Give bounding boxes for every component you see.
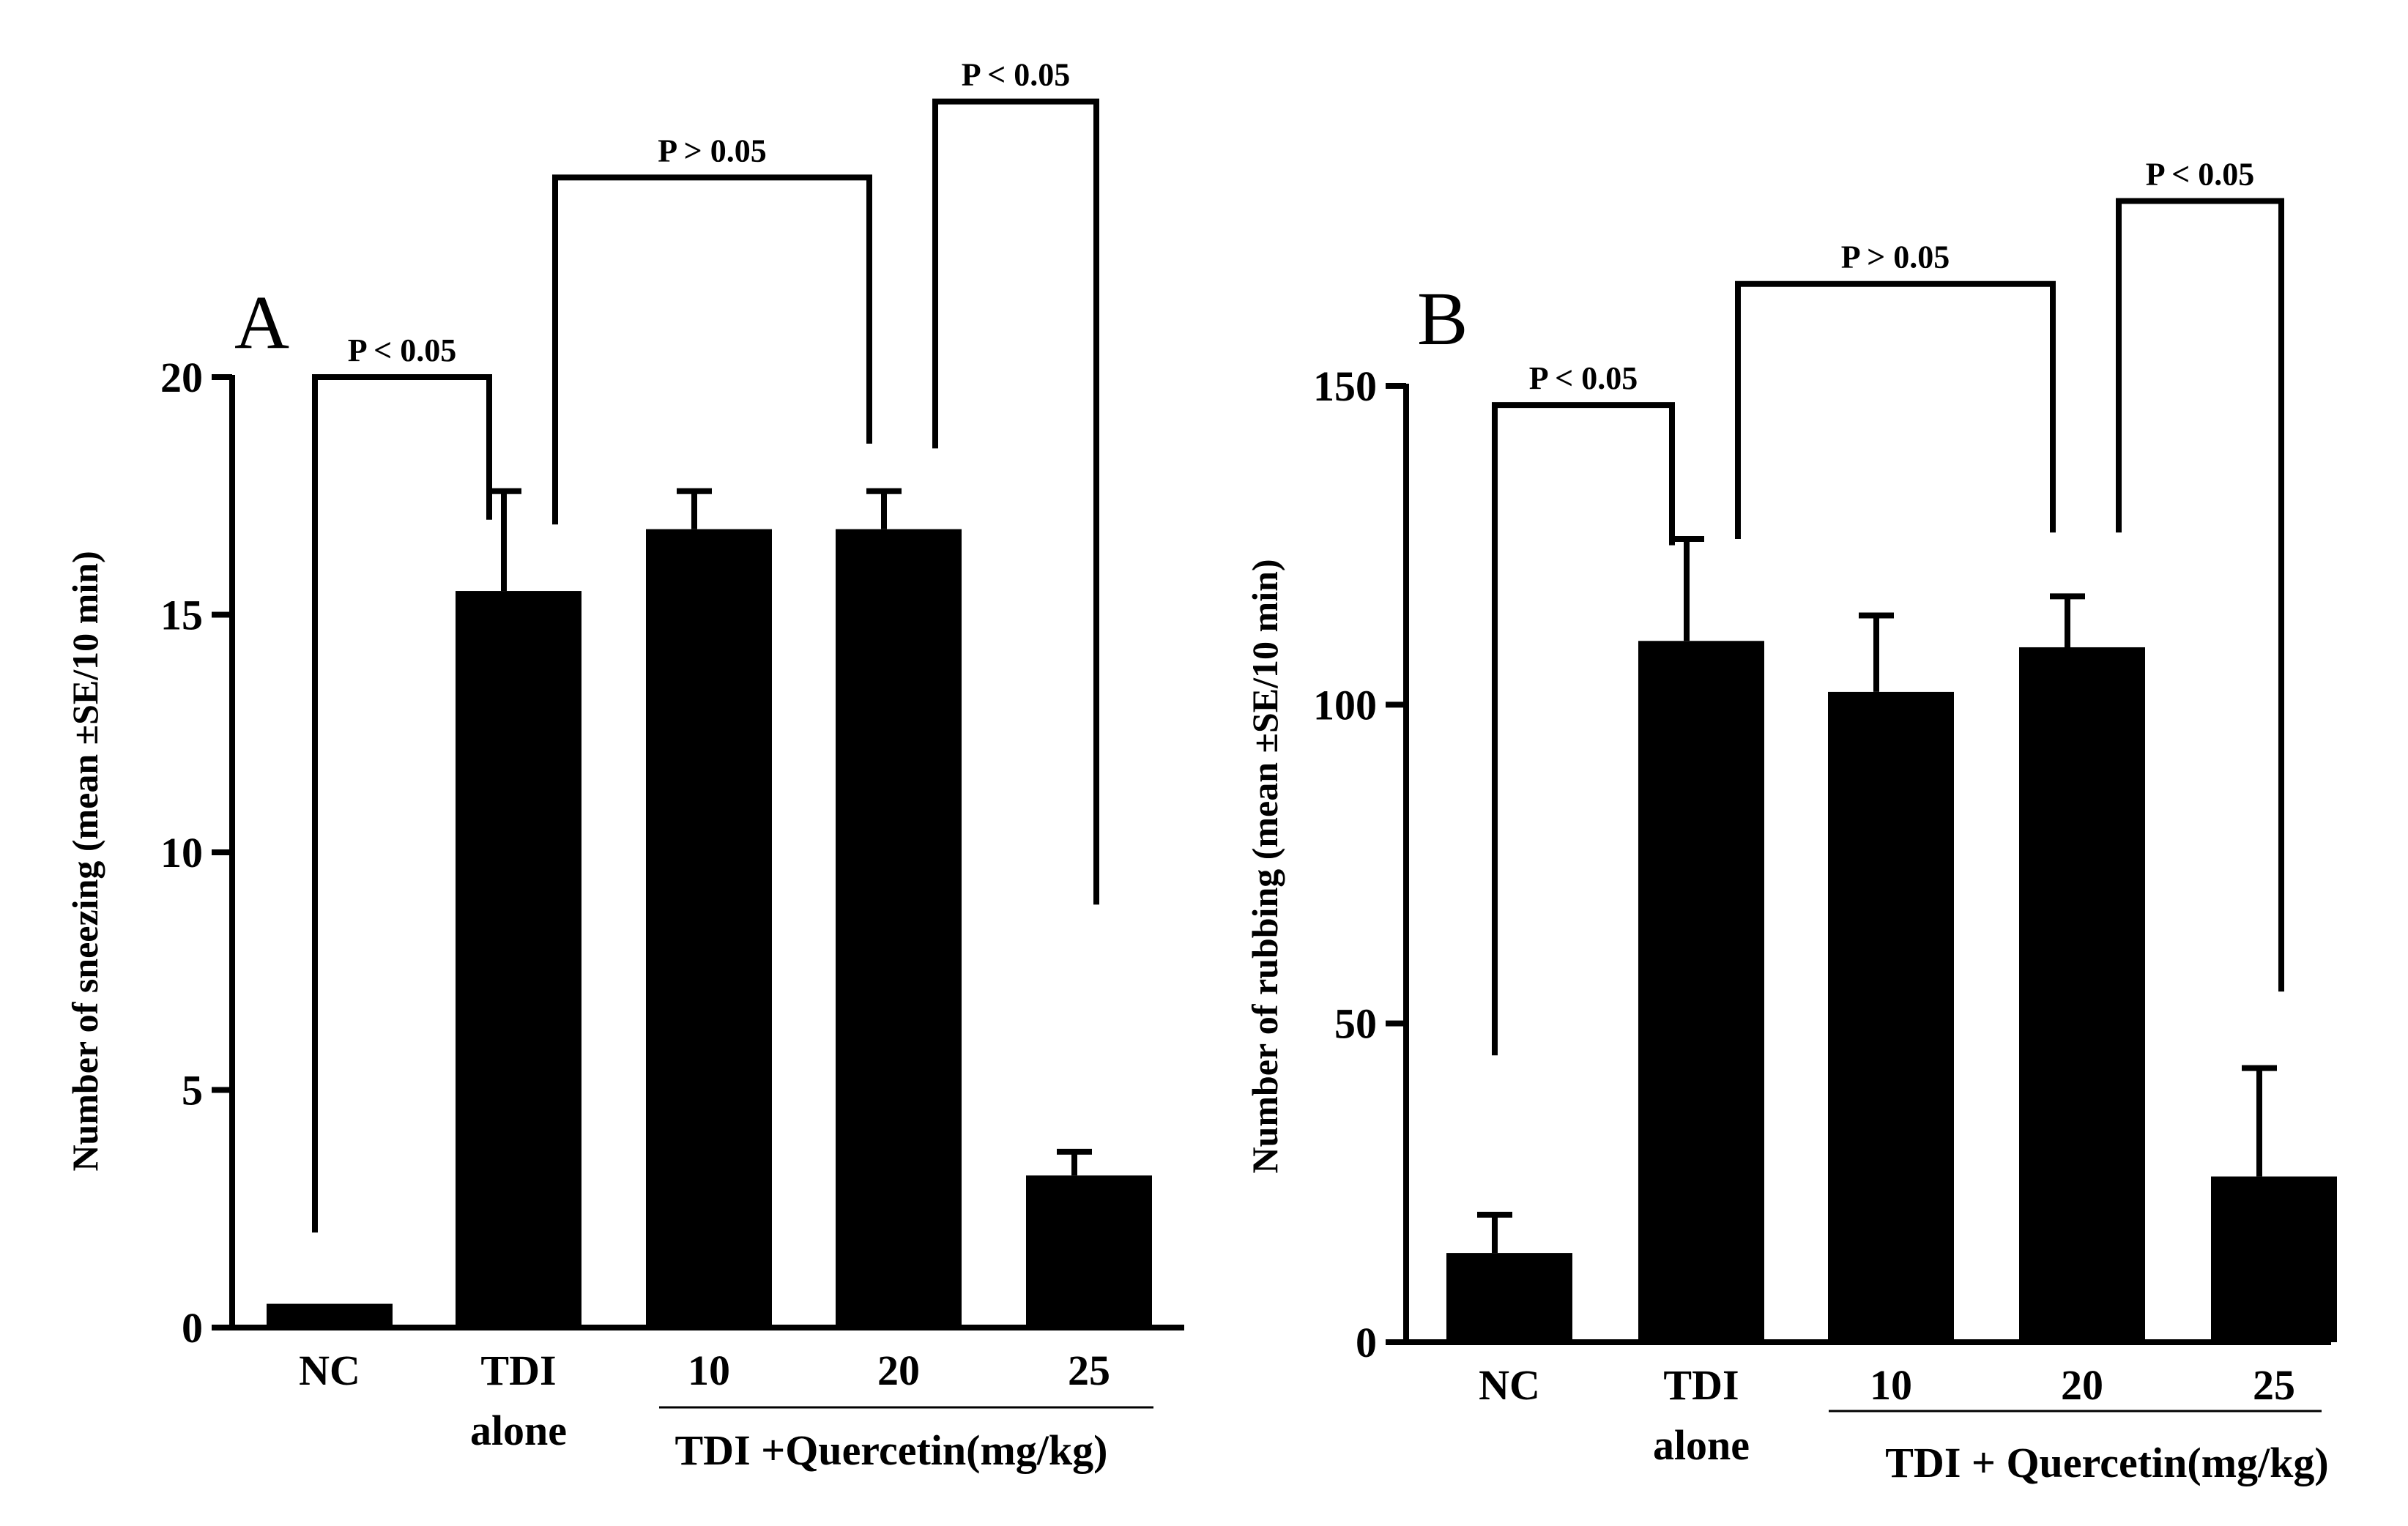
significance-bracket — [1492, 402, 1675, 1056]
y-tick-label: 150 — [1313, 362, 1377, 410]
significance-label: P < 0.05 — [1529, 360, 1638, 396]
y-tick-label: 10 — [160, 829, 203, 876]
x-tick-label: 20 — [877, 1347, 920, 1394]
significance-bracket — [932, 98, 1099, 905]
x-tick-label: 10 — [688, 1347, 730, 1394]
significance-label: P < 0.05 — [348, 332, 457, 368]
bar — [267, 1303, 393, 1328]
bar — [2211, 1176, 2337, 1342]
x-axis-label: TDI +Quercetin(mg/kg) — [675, 1426, 1108, 1474]
significance-bracket — [1735, 280, 2056, 539]
y-tick-label: 50 — [1334, 1000, 1377, 1048]
y-tick-label: 100 — [1313, 681, 1377, 729]
x-tick-label: TDI alone — [1653, 1361, 1750, 1469]
x-tick-label: TDI alone — [470, 1347, 567, 1454]
bar — [456, 591, 581, 1328]
panel-a: A 0 5 10 15 20 Number of sneezing (mean ±SE/10… — [64, 57, 1184, 1474]
y-axis-label: Number of rubbing (mean ±SE/10 min) — [1244, 559, 1285, 1173]
significance-label: P < 0.05 — [962, 57, 1071, 93]
bar — [646, 529, 772, 1328]
bar — [1828, 691, 1954, 1342]
x-tick-label: 25 — [1068, 1347, 1110, 1394]
x-tick-label: 25 — [2253, 1361, 2295, 1409]
y-tick-label: 15 — [160, 592, 203, 639]
significance-bracket — [2116, 198, 2284, 992]
significance-label: P < 0.05 — [2146, 157, 2255, 193]
significance-label: P > 0.05 — [658, 133, 767, 168]
panel-letter: A — [234, 280, 289, 365]
panel-letter: B — [1417, 277, 1468, 361]
significance-label: P > 0.05 — [1841, 239, 1950, 275]
x-tick-label: NC — [299, 1347, 360, 1394]
significance-bracket — [312, 374, 492, 1233]
x-axis-label: TDI + Quercetin(mg/kg) — [1885, 1439, 2329, 1486]
significance-bracket — [552, 174, 872, 525]
y-tick-label: 0 — [182, 1304, 203, 1352]
y-tick-label: 0 — [1356, 1319, 1377, 1366]
y-axis-label: Number of sneezing (mean ±SE/10 min) — [64, 551, 105, 1171]
bar — [1026, 1175, 1152, 1328]
bar — [836, 529, 962, 1328]
x-tick-label: 10 — [1870, 1361, 1912, 1409]
bar — [1638, 641, 1764, 1342]
x-tick-label: NC — [1479, 1361, 1540, 1409]
x-tick-label: 20 — [2061, 1361, 2103, 1409]
y-tick-label: 5 — [182, 1067, 203, 1114]
bar — [1446, 1253, 1572, 1342]
panel-b: B 0 50 100 150 Number of rubbing (mean ±SE/10… — [1244, 157, 2337, 1486]
y-tick-label: 20 — [160, 354, 203, 401]
bar — [2019, 647, 2145, 1342]
